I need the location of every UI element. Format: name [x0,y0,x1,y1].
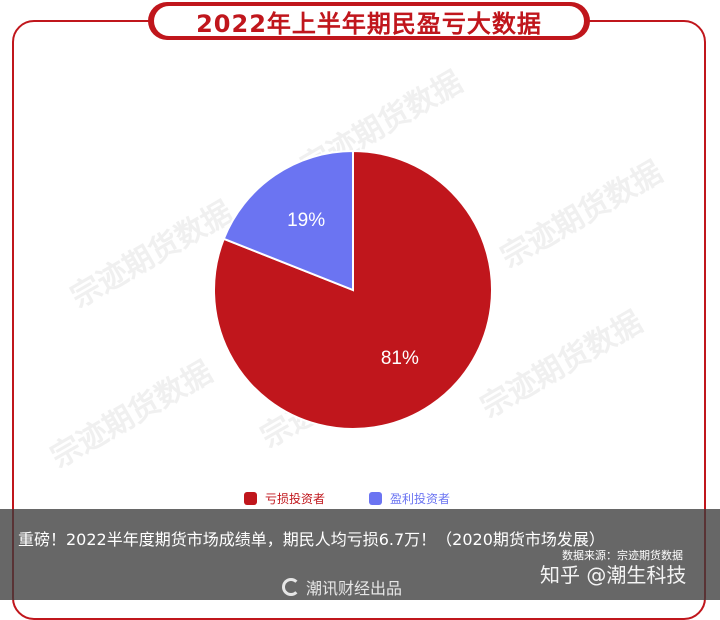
legend-label-loss: 亏损投资者 [265,492,326,506]
chart-title: 2022年上半年期民盈亏大数据 [154,6,584,38]
legend-label-profit: 盈利投资者 [390,492,451,506]
title-banner: 2022年上半年期民盈亏大数据 [148,2,590,40]
caption-headline[interactable]: 重磅！2022半年度期货市场成绩单，期民人均亏损6.7万！（2020期货市场发展… [18,530,605,549]
pie-slice-1 [222,149,354,292]
brand-logo-icon [282,578,300,596]
brand-name: 潮讯财经出品 [306,579,403,598]
legend: 亏损投资者 盈利投资者 [244,490,450,507]
data-source: 数据来源：宗迹期货数据 [562,549,683,562]
pie-label-0: 81% [381,348,419,369]
legend-swatch-profit [369,492,383,505]
legend-item-profit: 盈利投资者 [369,490,450,507]
footer-brand: 潮讯财经出品 [282,575,402,599]
pie-chart: 81% 19% [213,149,493,430]
zhihu-watermark: 知乎 @潮生科技 [540,563,687,587]
legend-swatch-loss [244,492,257,505]
caption-overlay: 重磅！2022半年度期货市场成绩单，期民人均亏损6.7万！（2020期货市场发展… [0,509,720,600]
legend-item-loss: 亏损投资者 [244,490,325,507]
pie-label-1: 19% [287,210,325,231]
